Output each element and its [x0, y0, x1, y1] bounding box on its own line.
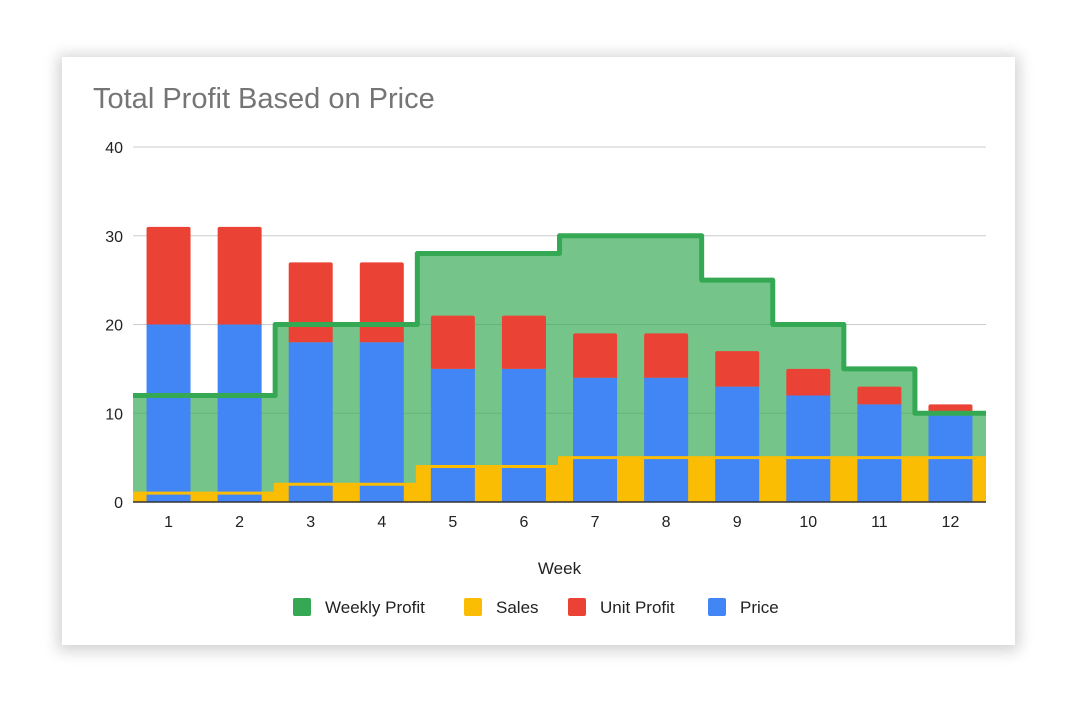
unit-profit-bar [359, 262, 404, 343]
legend-swatch [464, 598, 482, 616]
legend-item-sales[interactable]: Sales [464, 598, 539, 617]
legend-swatch [568, 598, 586, 616]
unit-profit-bar [217, 226, 262, 325]
y-tick-label: 20 [105, 318, 123, 335]
y-tick-label: 0 [114, 495, 123, 512]
legend-item-weekly-profit[interactable]: Weekly Profit [293, 598, 425, 617]
price-bar [288, 342, 333, 502]
unit-profit-bar [715, 351, 760, 387]
price-bar [715, 386, 760, 502]
y-tick-label: 40 [105, 140, 123, 157]
legend-label: Weekly Profit [325, 598, 425, 617]
step-lines [133, 233, 986, 495]
x-tick-label: 11 [871, 514, 888, 531]
x-tick-label: 2 [235, 514, 244, 531]
legend: Weekly Profit Sales Unit Profit Price [293, 598, 779, 617]
legend-label: Unit Profit [600, 598, 675, 617]
weekly-profit-step-line [133, 233, 986, 416]
y-tick-label: 30 [105, 229, 123, 246]
unit-profit-bar [501, 315, 546, 369]
unit-profit-bar [786, 368, 831, 396]
x-tick-label: 3 [306, 514, 315, 531]
x-tick-label: 5 [448, 514, 457, 531]
y-tick-label: 10 [105, 406, 123, 423]
x-tick-label: 7 [591, 514, 600, 531]
x-tick-label: 9 [733, 514, 742, 531]
x-tick-label: 12 [942, 514, 960, 531]
price-bar [146, 324, 191, 502]
price-bar [501, 368, 546, 502]
x-axis-title: Week [538, 559, 582, 578]
legend-item-unit-profit[interactable]: Unit Profit [568, 598, 675, 617]
price-bar [857, 404, 902, 502]
legend-label: Sales [496, 598, 539, 617]
unit-profit-bar [288, 262, 333, 343]
x-tick-label: 4 [377, 514, 386, 531]
price-bar [644, 377, 689, 502]
x-tick-label: 1 [164, 514, 173, 531]
price-bar [217, 324, 262, 502]
chart-title: Total Profit Based on Price [93, 83, 435, 115]
price-bar [430, 368, 475, 502]
y-tick-labels: 0 10 20 30 40 [105, 140, 123, 512]
unit-profit-bar [857, 386, 902, 405]
price-bar [786, 395, 831, 502]
legend-label: Price [740, 598, 779, 617]
bar-series [146, 226, 973, 502]
x-tick-label: 10 [799, 514, 817, 531]
x-tick-label: 6 [520, 514, 529, 531]
unit-profit-bar [573, 333, 618, 378]
legend-swatch [708, 598, 726, 616]
legend-swatch [293, 598, 311, 616]
price-bar [359, 342, 404, 502]
x-tick-label: 8 [662, 514, 671, 531]
legend-item-price[interactable]: Price [708, 598, 779, 617]
sales-step-line [133, 456, 986, 495]
unit-profit-bar [430, 315, 475, 369]
unit-profit-bar [644, 333, 689, 378]
price-bar [573, 377, 618, 502]
sales-area [133, 457, 986, 502]
unit-profit-bar [146, 226, 191, 325]
x-tick-labels: 1 2 3 4 5 6 7 8 9 10 11 12 [164, 514, 959, 531]
